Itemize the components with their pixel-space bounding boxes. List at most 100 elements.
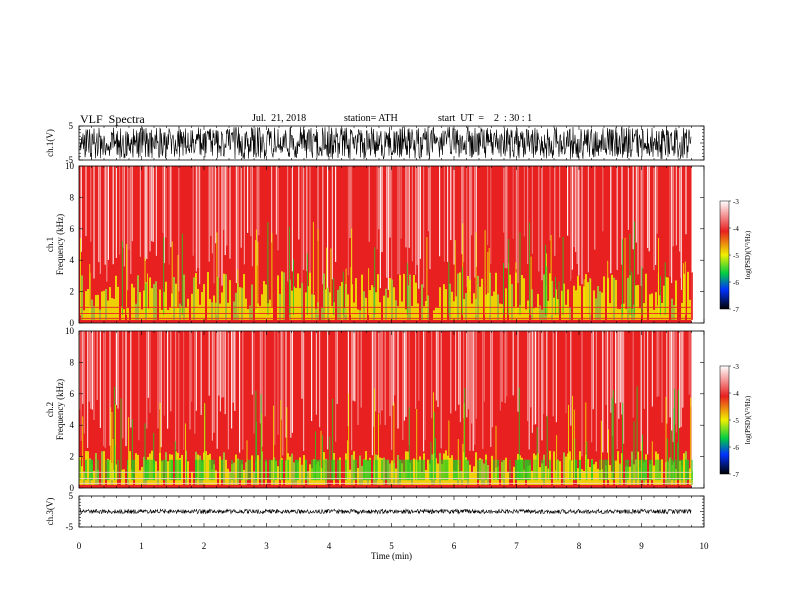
low-frequency-band bbox=[655, 459, 657, 481]
emission-spike bbox=[583, 279, 585, 316]
spectral-streak bbox=[471, 166, 473, 236]
spectral-streak bbox=[605, 331, 607, 406]
spectral-streak bbox=[197, 166, 199, 268]
low-frequency-band bbox=[517, 459, 519, 481]
low-frequency-band bbox=[497, 459, 499, 481]
spectral-streak bbox=[319, 331, 321, 428]
low-frequency-band bbox=[85, 459, 87, 481]
low-frequency-band bbox=[613, 277, 615, 320]
spectral-streak bbox=[192, 166, 194, 256]
low-frequency-band bbox=[685, 459, 687, 481]
spectral-streak bbox=[290, 331, 292, 438]
spectral-streak bbox=[117, 331, 119, 409]
low-frequency-band bbox=[179, 459, 181, 481]
low-frequency-band bbox=[303, 275, 305, 320]
spectrogram-ch1 bbox=[79, 166, 693, 323]
spectral-streak bbox=[335, 331, 337, 442]
low-frequency-band bbox=[399, 274, 401, 320]
low-frequency-band bbox=[297, 273, 299, 320]
low-frequency-band bbox=[611, 274, 613, 320]
low-frequency-band bbox=[117, 286, 119, 320]
low-frequency-band bbox=[395, 468, 397, 485]
low-frequency-band bbox=[389, 463, 391, 485]
low-frequency-band bbox=[617, 451, 619, 485]
low-frequency-band bbox=[645, 273, 647, 320]
colorbar-tick-label: -7 bbox=[733, 306, 739, 314]
low-frequency-band bbox=[599, 291, 601, 320]
low-frequency-band bbox=[171, 459, 173, 481]
spectral-streak bbox=[407, 166, 409, 291]
low-frequency-band bbox=[285, 459, 287, 481]
low-frequency-band bbox=[671, 459, 673, 481]
spectral-streak bbox=[531, 166, 533, 254]
low-frequency-band bbox=[687, 459, 689, 481]
emission-spike bbox=[562, 236, 564, 316]
spectral-streak bbox=[527, 166, 529, 264]
colorbar-tick-label: -6 bbox=[733, 279, 739, 287]
spectral-streak bbox=[405, 331, 407, 417]
spectral-streak bbox=[474, 331, 476, 445]
low-frequency-band bbox=[139, 470, 141, 485]
low-frequency-band bbox=[211, 302, 213, 320]
low-frequency-band bbox=[491, 455, 493, 485]
low-frequency-band bbox=[457, 273, 459, 320]
low-frequency-band bbox=[477, 275, 479, 320]
low-frequency-band bbox=[629, 466, 631, 485]
low-frequency-band bbox=[109, 459, 111, 481]
emission-spike bbox=[171, 241, 173, 316]
low-frequency-band bbox=[549, 459, 551, 481]
spectral-streak bbox=[251, 331, 253, 395]
low-frequency-band bbox=[415, 459, 417, 481]
emission-spike bbox=[690, 397, 692, 481]
spectral-streak bbox=[303, 331, 305, 452]
emission-spike bbox=[345, 268, 347, 316]
spectral-streak bbox=[104, 331, 106, 448]
spectral-streak bbox=[386, 166, 388, 278]
low-frequency-band bbox=[353, 302, 355, 320]
low-frequency-band bbox=[163, 459, 165, 481]
colorbar-tick-label: -4 bbox=[733, 225, 739, 233]
low-frequency-band bbox=[187, 298, 189, 320]
emission-spike bbox=[503, 263, 504, 316]
emission-spike bbox=[488, 248, 490, 316]
spectral-streak bbox=[528, 331, 530, 450]
emission-spike bbox=[673, 408, 675, 481]
low-frequency-band bbox=[297, 459, 299, 481]
spectral-streak bbox=[594, 166, 596, 250]
spectral-streak bbox=[490, 166, 492, 264]
emission-spike bbox=[257, 241, 259, 316]
spectral-streak bbox=[610, 166, 612, 274]
spectral-streak bbox=[256, 166, 258, 266]
emission-spike bbox=[590, 278, 592, 316]
low-frequency-band bbox=[471, 303, 473, 320]
emission-spike bbox=[664, 262, 666, 316]
emission-spike bbox=[651, 441, 653, 481]
low-frequency-band bbox=[505, 457, 507, 485]
low-frequency-band bbox=[557, 299, 559, 320]
low-frequency-band bbox=[245, 298, 247, 320]
spectral-streak bbox=[403, 331, 405, 421]
spectral-streak bbox=[218, 166, 220, 278]
spectral-streak bbox=[167, 331, 169, 429]
spectral-streak bbox=[282, 331, 284, 456]
spectral-streak bbox=[424, 331, 426, 441]
spectral-streak bbox=[578, 166, 580, 276]
spectral-streak bbox=[531, 331, 533, 433]
spectral-streak bbox=[360, 331, 362, 408]
emission-spike bbox=[448, 261, 450, 316]
spectral-streak bbox=[447, 166, 449, 262]
spectral-streak bbox=[115, 331, 117, 406]
low-frequency-band bbox=[509, 459, 511, 481]
low-frequency-band bbox=[281, 271, 283, 320]
low-frequency-band bbox=[423, 306, 425, 320]
low-frequency-band bbox=[133, 459, 135, 481]
low-frequency-band bbox=[595, 298, 597, 320]
colorbar-tick-label: -6 bbox=[733, 444, 739, 452]
low-frequency-band bbox=[383, 457, 385, 485]
y-tick-label: 6 bbox=[70, 389, 75, 399]
low-frequency-band bbox=[355, 278, 357, 320]
low-frequency-band bbox=[561, 290, 563, 320]
low-frequency-band bbox=[151, 459, 153, 481]
spectral-streak bbox=[258, 166, 260, 236]
low-frequency-band bbox=[691, 272, 693, 320]
